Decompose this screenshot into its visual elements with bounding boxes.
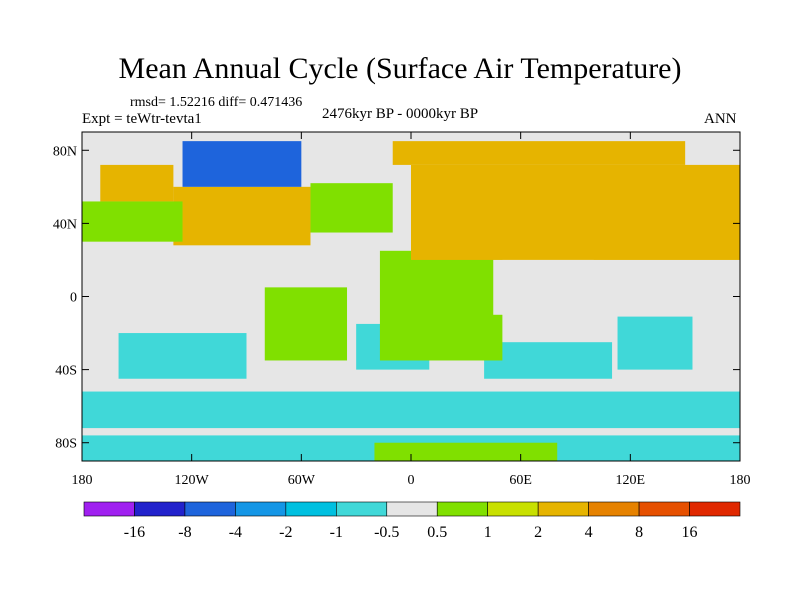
colorbar-swatch — [689, 501, 741, 517]
x-tick-label: 60W — [288, 473, 316, 488]
anomaly-region-12 — [100, 164, 174, 202]
anomaly-region-13 — [182, 141, 302, 187]
colorbar-swatch — [537, 501, 589, 517]
colorbar-label: 8 — [635, 524, 643, 541]
anomaly-region-7 — [264, 287, 348, 361]
colorbar-swatch — [134, 501, 186, 517]
colorbar-swatch — [184, 501, 236, 517]
y-tick-label: 40N — [53, 217, 77, 232]
x-tick-label: 120E — [616, 473, 646, 488]
anomaly-region-10 — [392, 141, 686, 165]
colorbar-swatch — [588, 501, 640, 517]
anomaly-region-6 — [617, 316, 693, 370]
anomaly-region-8 — [379, 250, 503, 361]
colorbar-label: -4 — [229, 524, 242, 541]
colorbar-swatch — [83, 501, 135, 517]
colorbar-swatch — [386, 501, 438, 517]
season-label: ANN — [704, 111, 737, 127]
colorbar-swatch — [436, 501, 488, 517]
anomaly-region-2 — [374, 442, 558, 461]
anomaly-region-3 — [118, 333, 247, 379]
colorbar-label: -16 — [124, 524, 145, 541]
colorbar-label: -2 — [279, 524, 292, 541]
y-tick-label: 0 — [70, 291, 77, 306]
x-tick-label: 120W — [175, 473, 210, 488]
anomaly-region-16 — [82, 250, 256, 315]
anomaly-region-15 — [310, 183, 393, 233]
colorbar-label: -8 — [178, 524, 191, 541]
colorbar-swatch — [235, 501, 287, 517]
y-tick-label: 40S — [55, 364, 77, 379]
anomaly-region-11 — [173, 186, 311, 246]
colorbar-label: 2 — [534, 524, 542, 541]
colorbar-label: 16 — [682, 524, 698, 541]
period-label: 2476kyr BP - 0000kyr BP — [322, 106, 479, 122]
anomaly-region-17 — [493, 259, 594, 315]
anomaly-region-14 — [82, 201, 183, 242]
colorbar-label: 0.5 — [427, 524, 447, 541]
x-tick-label: 0 — [408, 473, 415, 488]
x-tick-label: 180 — [72, 473, 93, 488]
colorbar-swatch — [487, 501, 539, 517]
colorbar-label: 4 — [585, 524, 593, 541]
x-tick-label: 180 — [730, 473, 751, 488]
x-tick-label: 60E — [509, 473, 532, 488]
anomaly-region-5 — [484, 342, 613, 379]
anomaly-region-0 — [82, 391, 740, 429]
colorbar-label: -1 — [330, 524, 343, 541]
colorbar-swatch — [336, 501, 388, 517]
colorbar-swatch — [285, 501, 337, 517]
experiment-label: Expt = teWtr-tevta1 — [82, 111, 202, 127]
colorbar-label: -0.5 — [374, 524, 399, 541]
anomaly-region-9 — [411, 164, 740, 260]
chart-title: Mean Annual Cycle (Surface Air Temperatu… — [118, 52, 682, 85]
rmsd-diff-stats: rmsd= 1.52216 diff= 0.471436 — [130, 95, 303, 110]
colorbar-label: 1 — [484, 524, 492, 541]
y-tick-label: 80S — [55, 437, 77, 452]
y-tick-label: 80N — [53, 144, 77, 159]
colorbar-swatch — [638, 501, 690, 517]
